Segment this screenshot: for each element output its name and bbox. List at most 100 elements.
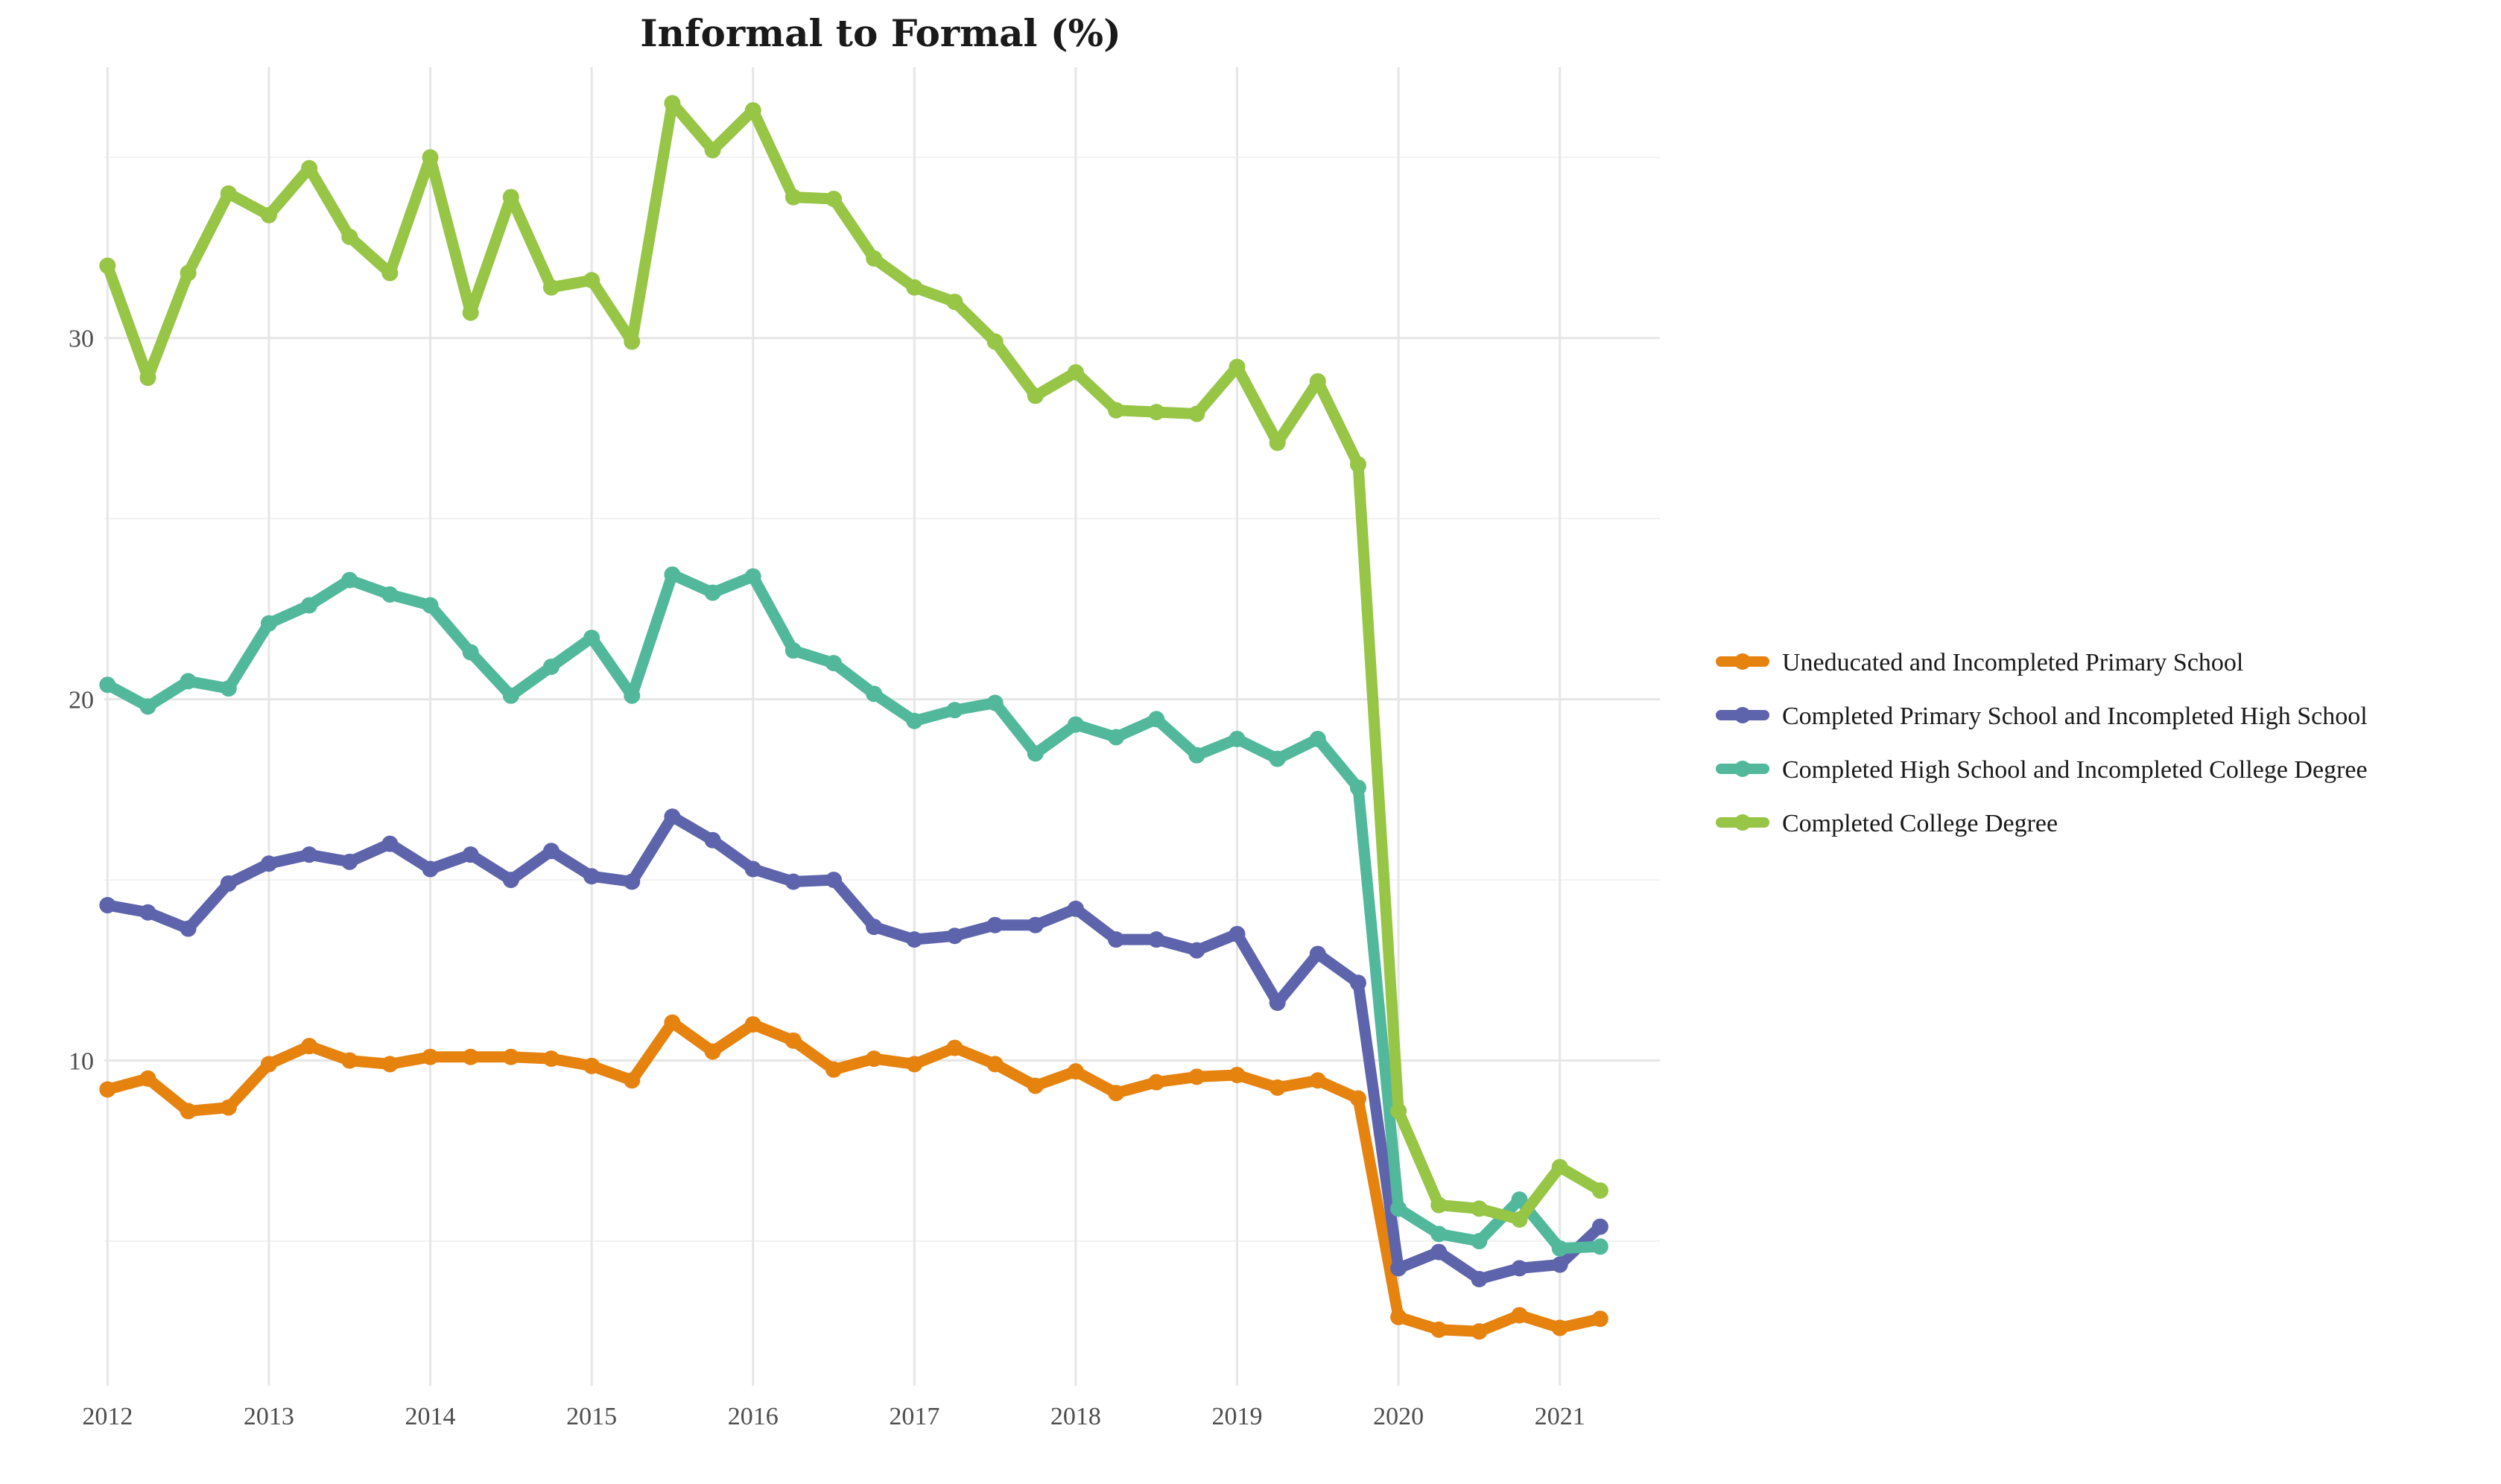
legend-item: Uneducated and Incompleted Primary Schoo…: [1716, 649, 2243, 676]
data-point: [1148, 404, 1165, 421]
data-point: [462, 644, 479, 661]
data-point: [986, 694, 1004, 711]
data-point: [180, 1103, 197, 1120]
x-tick-label: 2015: [566, 1403, 617, 1430]
data-point: [1067, 716, 1084, 733]
data-point: [99, 257, 116, 274]
x-tick-label: 2020: [1373, 1403, 1424, 1430]
y-axis-ticks: 10 20 30: [69, 326, 94, 1076]
data-point: [1390, 1103, 1407, 1120]
data-point: [986, 1056, 1004, 1073]
data-point: [704, 831, 721, 849]
data-point: [1229, 1066, 1246, 1083]
x-tick-label: 2012: [82, 1403, 133, 1430]
data-point: [462, 1048, 479, 1065]
data-point: [583, 868, 600, 885]
data-point: [946, 702, 963, 719]
data-point: [1309, 730, 1326, 747]
data-point: [99, 897, 116, 914]
minor-gridlines: [104, 156, 1660, 1243]
data-point: [1269, 750, 1286, 767]
data-point: [583, 1057, 600, 1074]
data-point: [1027, 1077, 1044, 1094]
data-point: [220, 875, 237, 892]
data-point: [1108, 402, 1125, 419]
data-point: [260, 615, 277, 632]
series-layer: [99, 95, 1608, 1340]
x-tick-label: 2018: [1050, 1403, 1101, 1430]
series-4: [99, 95, 1608, 1228]
data-point: [825, 191, 843, 207]
data-point: [1349, 1090, 1366, 1107]
data-point: [381, 835, 399, 852]
x-tick-label: 2014: [405, 1403, 456, 1430]
series-2: [99, 808, 1608, 1287]
data-point: [1229, 925, 1246, 942]
data-point: [1471, 1200, 1488, 1217]
data-point: [301, 846, 318, 863]
data-point: [139, 370, 156, 387]
legend-item: Completed High School and Incompleted Co…: [1716, 756, 2368, 784]
data-point: [260, 206, 277, 223]
data-point: [825, 655, 843, 672]
data-point: [1551, 1158, 1568, 1176]
data-point: [220, 1099, 237, 1116]
data-point: [260, 1056, 277, 1073]
data-point: [986, 916, 1004, 933]
data-point: [301, 597, 318, 614]
legend-label: Uneducated and Incompleted Primary Schoo…: [1782, 649, 2243, 676]
data-point: [542, 1050, 560, 1068]
data-point: [542, 279, 560, 296]
data-point: [1309, 1072, 1326, 1089]
data-point: [462, 846, 479, 863]
data-point: [180, 264, 197, 282]
data-point: [1430, 1243, 1448, 1261]
data-point: [139, 1070, 156, 1087]
data-point: [744, 1016, 761, 1033]
data-point: [1390, 1200, 1407, 1217]
data-point: [1511, 1307, 1528, 1324]
data-point: [664, 1014, 681, 1031]
data-point: [1591, 1182, 1608, 1199]
data-point: [260, 855, 277, 872]
data-point: [1148, 1074, 1165, 1091]
data-point: [664, 808, 681, 825]
data-point: [381, 586, 399, 603]
data-point: [624, 1072, 641, 1089]
data-point: [381, 264, 399, 282]
x-tick-label: 2013: [244, 1403, 294, 1430]
data-point: [341, 571, 358, 589]
series-line: [101, 1017, 1606, 1337]
data-point: [1511, 1191, 1528, 1208]
data-point: [906, 931, 923, 948]
data-point: [99, 1081, 116, 1098]
data-point: [502, 687, 519, 704]
data-point: [784, 188, 802, 206]
data-point: [139, 904, 156, 921]
data-point: [825, 1061, 843, 1078]
data-point: [1067, 900, 1084, 917]
data-point: [744, 860, 761, 878]
data-point: [1471, 1233, 1488, 1250]
data-point: [1188, 746, 1205, 764]
data-point: [946, 1039, 963, 1056]
series-1: [99, 1014, 1608, 1340]
data-point: [502, 188, 519, 206]
data-point: [341, 228, 358, 245]
data-point: [1551, 1319, 1568, 1336]
data-point: [220, 185, 237, 202]
series-line: [101, 98, 1606, 1225]
y-tick-label: 20: [69, 687, 94, 714]
data-point: [664, 566, 681, 583]
data-point: [624, 687, 641, 704]
data-point: [341, 853, 358, 870]
legend: Uneducated and Incompleted Primary Schoo…: [1716, 649, 2368, 837]
data-point: [422, 149, 439, 166]
data-point: [1188, 942, 1205, 959]
data-point: [1591, 1238, 1608, 1255]
data-point: [744, 568, 761, 585]
data-point: [784, 873, 802, 890]
data-point: [946, 294, 963, 311]
data-point: [99, 676, 116, 694]
data-point: [1108, 931, 1125, 948]
